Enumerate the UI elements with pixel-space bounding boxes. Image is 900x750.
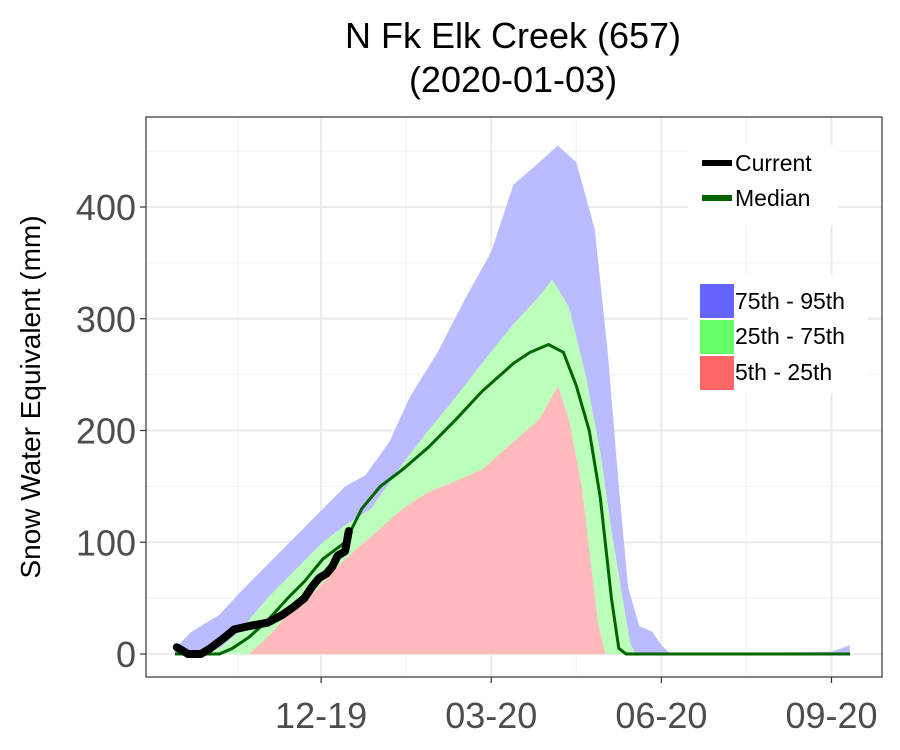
legend-current-label: Current bbox=[735, 150, 812, 176]
legend-p5-25-swatch bbox=[700, 356, 734, 390]
y-tick-label: 0 bbox=[116, 634, 136, 675]
y-axis-label: Snow Water Equivalent (mm) bbox=[15, 215, 46, 578]
band-75th-95th bbox=[175, 145, 850, 654]
y-tick-label: 300 bbox=[76, 299, 136, 340]
legend-lines: Current Median bbox=[688, 145, 838, 225]
chart-title-line1: N Fk Elk Creek (657) bbox=[345, 15, 681, 56]
legend-lines-bg bbox=[688, 145, 838, 225]
plot-border bbox=[145, 116, 883, 678]
legend-bands: 75th - 95th 25th - 75th 5th - 25th bbox=[688, 275, 868, 393]
y-tick-label: 100 bbox=[76, 522, 136, 563]
legend-p25-75-swatch bbox=[700, 320, 734, 354]
legend-p5-25-label: 5th - 25th bbox=[735, 359, 832, 385]
y-tick-label: 200 bbox=[76, 411, 136, 452]
band-5th-25th bbox=[175, 385, 850, 654]
band-25th-75th bbox=[175, 279, 850, 654]
chart-title-line2: (2020-01-03) bbox=[409, 59, 617, 100]
x-tick-label: 03-20 bbox=[445, 695, 537, 736]
legend-p75-95-swatch bbox=[700, 284, 734, 318]
x-tick-label: 12-19 bbox=[275, 695, 367, 736]
y-axis: 0 100 200 300 400 bbox=[76, 187, 146, 675]
legend-p75-95-label: 75th - 95th bbox=[735, 288, 845, 314]
legend-p25-75-label: 25th - 75th bbox=[735, 323, 845, 349]
x-axis: 12-19 03-20 06-20 09-20 bbox=[275, 677, 878, 736]
x-tick-label: 06-20 bbox=[615, 695, 707, 736]
x-tick-label: 09-20 bbox=[785, 695, 877, 736]
legend-median-label: Median bbox=[735, 185, 810, 211]
current-line bbox=[172, 527, 353, 658]
y-tick-label: 400 bbox=[76, 187, 136, 228]
